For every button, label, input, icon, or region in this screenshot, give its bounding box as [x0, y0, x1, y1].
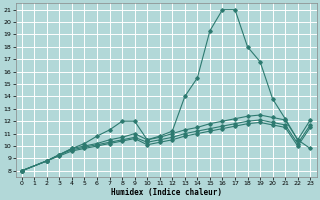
- X-axis label: Humidex (Indice chaleur): Humidex (Indice chaleur): [110, 188, 221, 197]
